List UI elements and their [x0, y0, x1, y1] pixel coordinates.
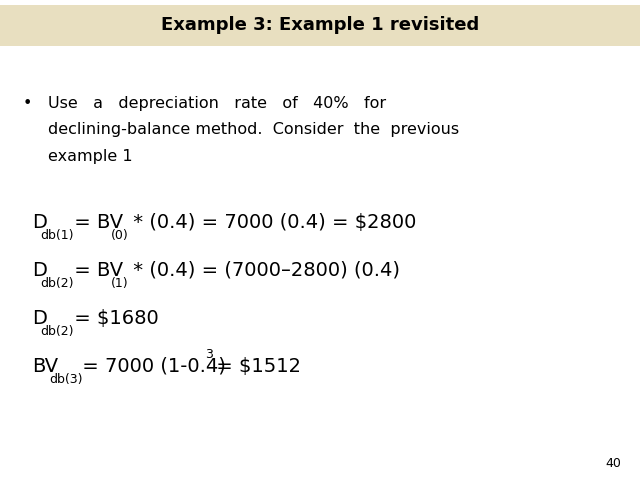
Text: D: D [32, 261, 47, 280]
Text: Use   a   depreciation   rate   of   40%   for: Use a depreciation rate of 40% for [48, 96, 386, 111]
Text: (1): (1) [111, 276, 129, 289]
Text: D: D [32, 309, 47, 328]
Text: D: D [32, 213, 47, 232]
Text: = $1512: = $1512 [210, 357, 301, 376]
Text: = BV: = BV [68, 213, 123, 232]
Text: •: • [22, 96, 32, 111]
Text: * (0.4) = (7000–2800) (0.4): * (0.4) = (7000–2800) (0.4) [127, 261, 401, 280]
Text: = $1680: = $1680 [68, 309, 159, 328]
Text: example 1: example 1 [48, 149, 132, 164]
Text: BV: BV [32, 357, 58, 376]
Text: = 7000 (1-0.4): = 7000 (1-0.4) [76, 357, 227, 376]
Text: db(1): db(1) [40, 228, 74, 241]
Text: declining-balance method.  Consider  the  previous: declining-balance method. Consider the p… [48, 122, 459, 137]
Text: 40: 40 [605, 457, 621, 470]
Text: = BV: = BV [68, 261, 123, 280]
Text: (0): (0) [111, 228, 129, 241]
Text: db(2): db(2) [40, 276, 74, 289]
Text: 3: 3 [205, 348, 212, 360]
Text: db(3): db(3) [49, 372, 83, 385]
Text: db(2): db(2) [40, 324, 74, 337]
Text: * (0.4) = 7000 (0.4) = $2800: * (0.4) = 7000 (0.4) = $2800 [127, 213, 417, 232]
FancyBboxPatch shape [0, 5, 640, 46]
Text: Example 3: Example 1 revisited: Example 3: Example 1 revisited [161, 16, 479, 34]
